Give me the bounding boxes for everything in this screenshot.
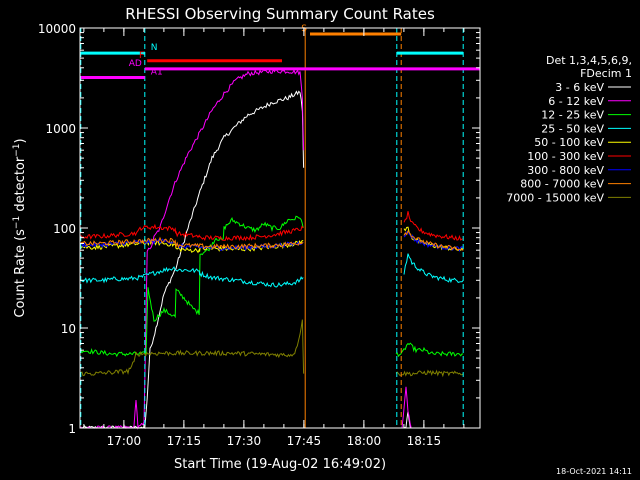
x-tick-label: 18:00 [347, 434, 382, 448]
y-tick-label: 1000 [45, 122, 76, 136]
y-axis-label-exponent: −1 [12, 216, 22, 229]
y-axis-label: Count Rate (s−1 detector−1) [12, 138, 28, 317]
chart-title: RHESSI Observing Summary Count Rates [125, 5, 435, 23]
series-line [401, 386, 412, 429]
legend-entry-label: 50 - 100 keV [534, 136, 604, 149]
series-line [80, 236, 304, 250]
x-axis: 17:00 17:15 17:30 17:45 18:00 18:15 [83, 28, 465, 448]
legend-entry-label: 6 - 12 keV [548, 95, 604, 108]
series-line [395, 369, 464, 378]
y-axis: 1 10 100 1000 10000 [38, 22, 480, 436]
legend-entry-label: 12 - 25 keV [541, 109, 604, 122]
flag-label: F [139, 51, 144, 61]
x-tick-label: 17:15 [167, 434, 202, 448]
series-line [80, 266, 304, 288]
legend-entry-label: 100 - 300 keV [527, 150, 604, 163]
legend-entry-label: 800 - 7000 keV [520, 178, 604, 191]
y-tick-label: 100 [53, 222, 76, 236]
series-line [80, 68, 305, 430]
marker-layer: NFSADA1 [80, 24, 480, 428]
legend-entry-label: 7000 - 15000 keV [506, 191, 604, 204]
x-axis-label: Start Time (19-Aug-02 16:49:02) [174, 457, 386, 472]
y-axis-label-part: ) [13, 138, 28, 143]
legend-title-line: Det 1,3,4,5,6,9, [546, 54, 632, 67]
x-tick-label: 17:00 [107, 434, 142, 448]
legend-entry-label: 25 - 50 keV [541, 122, 604, 135]
series-line [395, 342, 464, 358]
y-tick-label: 10000 [38, 22, 76, 36]
legend-title-line: FDecim 1 [580, 67, 632, 80]
y-tick-label: 1 [68, 422, 76, 436]
x-tick-label: 17:30 [227, 434, 262, 448]
legend-entry-label: 300 - 800 keV [527, 164, 604, 177]
series-line [403, 211, 464, 241]
series-line [403, 230, 464, 251]
flag-label: N [151, 43, 158, 53]
series-layer [80, 68, 464, 430]
x-tick-label: 18:15 [407, 434, 442, 448]
y-axis-label-exponent: −1 [12, 143, 22, 156]
generation-timestamp: 18-Oct-2021 14:11 [556, 467, 632, 476]
series-line [80, 223, 304, 242]
x-tick-label: 17:45 [287, 434, 322, 448]
series-line [80, 319, 305, 377]
y-axis-label-part: Count Rate (s [13, 229, 28, 318]
flag-label: AD [129, 59, 142, 69]
legend-entry-label: 3 - 6 keV [555, 81, 604, 94]
series-line [80, 215, 304, 358]
series-line [403, 253, 464, 284]
y-axis-label-part: detector [13, 156, 28, 216]
y-tick-label: 10 [61, 322, 76, 336]
flag-label: A1 [151, 67, 163, 77]
